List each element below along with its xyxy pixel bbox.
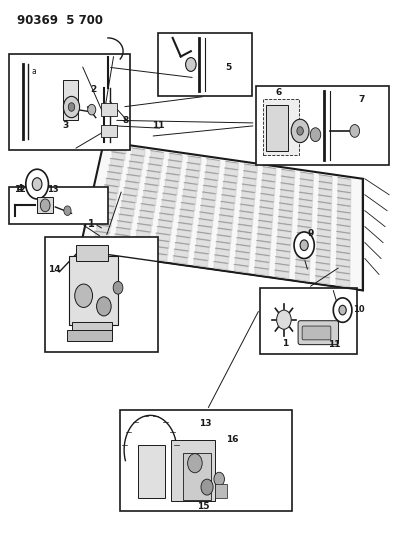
Circle shape: [68, 103, 75, 111]
Text: 1: 1: [281, 339, 288, 348]
Circle shape: [293, 232, 313, 259]
Bar: [63, 80, 77, 120]
Text: 7: 7: [358, 95, 364, 104]
Text: a: a: [31, 67, 36, 76]
Circle shape: [349, 125, 359, 138]
Circle shape: [87, 104, 96, 115]
Text: 16: 16: [226, 435, 239, 444]
Bar: [69, 256, 118, 325]
Bar: [9, 187, 108, 224]
Bar: [100, 103, 117, 116]
Bar: [45, 237, 158, 352]
Text: 3: 3: [62, 122, 69, 130]
Bar: [262, 99, 298, 155]
Circle shape: [96, 297, 111, 316]
Text: 4: 4: [17, 184, 23, 194]
Bar: [138, 445, 164, 498]
Text: 11: 11: [328, 340, 340, 349]
Bar: [170, 440, 215, 502]
Circle shape: [299, 240, 307, 251]
Text: 5: 5: [225, 63, 231, 72]
Bar: [182, 453, 211, 500]
FancyBboxPatch shape: [301, 326, 330, 340]
Polygon shape: [79, 142, 362, 290]
Text: 14: 14: [48, 265, 61, 274]
Circle shape: [187, 454, 202, 473]
Text: 15: 15: [196, 503, 209, 512]
Bar: [265, 106, 287, 151]
Circle shape: [64, 206, 71, 215]
Circle shape: [75, 284, 92, 308]
Text: 13: 13: [47, 185, 59, 194]
Circle shape: [40, 199, 50, 212]
Bar: [9, 54, 130, 150]
Text: 6: 6: [275, 88, 281, 98]
Circle shape: [309, 128, 320, 142]
Circle shape: [63, 96, 79, 118]
Circle shape: [338, 305, 345, 315]
Circle shape: [200, 479, 213, 495]
Circle shape: [185, 58, 196, 71]
Bar: [215, 484, 227, 498]
Circle shape: [113, 281, 123, 294]
Bar: [67, 330, 112, 341]
Circle shape: [333, 298, 351, 322]
Text: 90369  5 700: 90369 5 700: [17, 14, 102, 27]
Text: 11: 11: [152, 122, 164, 130]
Circle shape: [276, 310, 290, 329]
Text: 1: 1: [87, 219, 94, 229]
FancyBboxPatch shape: [297, 321, 338, 345]
Text: 8: 8: [122, 116, 128, 125]
Bar: [75, 245, 108, 261]
Bar: [71, 322, 112, 333]
Circle shape: [213, 472, 224, 486]
Text: 9: 9: [307, 229, 313, 238]
Bar: [158, 33, 251, 96]
Text: 2: 2: [90, 85, 96, 94]
Text: 13: 13: [198, 419, 211, 428]
Text: 10: 10: [352, 305, 363, 314]
Circle shape: [290, 119, 308, 143]
Bar: [100, 125, 117, 138]
Text: 12: 12: [14, 185, 26, 194]
Circle shape: [26, 169, 48, 199]
Bar: [259, 288, 356, 354]
Bar: [37, 197, 53, 213]
Bar: [255, 86, 388, 165]
Bar: [120, 410, 291, 511]
Circle shape: [296, 127, 303, 135]
Circle shape: [32, 177, 42, 190]
